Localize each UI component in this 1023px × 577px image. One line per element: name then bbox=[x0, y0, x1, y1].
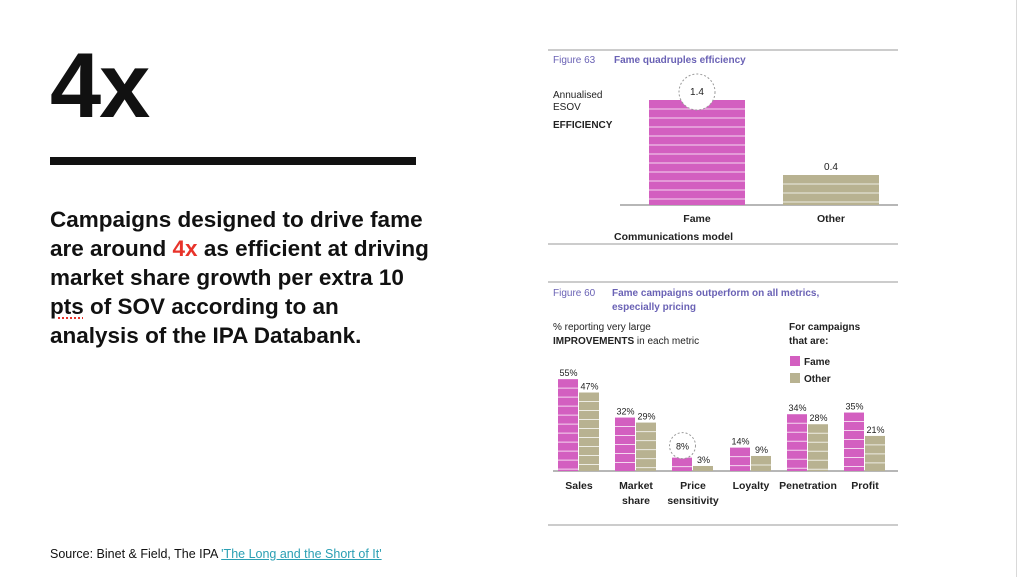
figure-60-bar-other-sales bbox=[579, 392, 599, 471]
figure-60-ylabel-bold: IMPROVEMENTS bbox=[553, 336, 634, 347]
figure-60-legend-title: For campaigns bbox=[789, 322, 861, 333]
figure-60-category-label: Loyalty bbox=[733, 480, 770, 492]
figure-60-bar-fame-sales bbox=[558, 379, 578, 471]
figure-63-title: Fame quadruples efficiency bbox=[614, 55, 746, 66]
figure-60-value-label: 14% bbox=[731, 437, 749, 447]
figure-63-value-label: 1.4 bbox=[690, 87, 704, 98]
figure-63-ylabel: Annualised bbox=[553, 90, 602, 101]
figure-60-bar-fame-price-sensitivity bbox=[672, 457, 692, 471]
figure-60-title: Fame campaigns outperform on all metrics… bbox=[612, 288, 819, 299]
figure-60-legend-title: that are: bbox=[789, 336, 828, 347]
figure-63-category-label: Fame bbox=[683, 213, 711, 225]
figure-63-highlight-circle bbox=[678, 73, 716, 111]
figure-60-legend-label-fame: Fame bbox=[804, 357, 831, 368]
figure-60-value-label: 29% bbox=[637, 412, 655, 422]
figure-60-bar-other-price-sensitivity bbox=[693, 465, 713, 471]
figure-63-bar-other bbox=[783, 175, 879, 205]
figure-60-bar-other-loyalty bbox=[751, 455, 771, 471]
figure-60-ylabel-2: IMPROVEMENTS in each metric bbox=[553, 336, 699, 347]
figure-60-highlight-circle bbox=[669, 432, 696, 460]
figure-60-category-label: Market bbox=[619, 480, 653, 492]
figure-60-value-label: 8% bbox=[676, 442, 689, 452]
headline-text-1: Campaigns designed to drive fame are aro… bbox=[50, 207, 423, 261]
figure-60-number: Figure 60 bbox=[553, 288, 596, 299]
source-link[interactable]: 'The Long and the Short of It' bbox=[221, 547, 382, 561]
headline-accent: 4x bbox=[172, 236, 198, 261]
figure-60-category-label: sensitivity bbox=[667, 495, 719, 507]
figure-60-legend-swatch-fame bbox=[790, 356, 800, 366]
figure-60-value-label: 3% bbox=[697, 455, 710, 465]
figure-60-category-label: Sales bbox=[565, 480, 593, 492]
figure-60-value-label: 32% bbox=[616, 407, 634, 417]
figure-60-category-label: share bbox=[622, 495, 650, 507]
figure-60-legend-swatch-other bbox=[790, 373, 800, 383]
figure-60-value-label: 21% bbox=[866, 425, 884, 435]
figure-60-ylabel: % reporting very large bbox=[553, 322, 651, 333]
figure-60-value-label: 9% bbox=[755, 445, 768, 455]
figure-60-bar-other-market-share bbox=[636, 422, 656, 471]
figure-60-chart: Figure 60 Fame campaigns outperform on al… bbox=[548, 281, 898, 526]
figure-60-ylabel-rest: in each metric bbox=[634, 336, 699, 347]
figure-60-value-label: 28% bbox=[809, 413, 827, 423]
figure-60-bar-fame-profit bbox=[844, 412, 864, 471]
source-prefix: Source: Binet & Field, The IPA bbox=[50, 547, 218, 561]
slide-edge bbox=[1016, 0, 1017, 577]
figure-63-chart: Figure 63 Fame quadruples efficiency Annua… bbox=[548, 49, 898, 245]
headline-text-3: of SOV according to an analysis of the I… bbox=[50, 294, 362, 348]
headline-text-2: as efficient at driving market share gro… bbox=[50, 236, 429, 290]
figure-60-value-label: 34% bbox=[788, 403, 806, 413]
headline: Campaigns designed to drive fame are aro… bbox=[50, 205, 430, 350]
figure-60-value-label: 55% bbox=[559, 368, 577, 378]
figure-63-bar-fame bbox=[649, 100, 745, 205]
big-stat: 4x bbox=[50, 35, 150, 137]
figure-63-ylabel: ESOV bbox=[553, 102, 581, 113]
headline-spellcheck-word: pts bbox=[50, 294, 84, 319]
figure-63-value-label: 0.4 bbox=[824, 162, 838, 173]
figure-63-category-label: Other bbox=[817, 213, 845, 225]
figure-60-value-label: 47% bbox=[580, 382, 598, 392]
stat-divider bbox=[50, 157, 416, 165]
figure-63-xlabel: Communications model bbox=[614, 231, 733, 243]
figure-60-category-label: Profit bbox=[851, 480, 879, 492]
figure-60-bar-other-penetration bbox=[808, 424, 828, 471]
figure-60-bar-fame-loyalty bbox=[730, 447, 750, 471]
source-note: Source: Binet & Field, The IPA 'The Long… bbox=[50, 547, 382, 561]
figure-63-number: Figure 63 bbox=[553, 55, 596, 66]
figure-60-value-label: 35% bbox=[845, 402, 863, 412]
figure-60-title: especially pricing bbox=[612, 302, 696, 313]
figure-60-category-label: Penetration bbox=[779, 480, 837, 492]
figure-60-category-label: Price bbox=[680, 480, 706, 492]
figure-60-legend-label-other: Other bbox=[804, 374, 831, 385]
figure-63-ylabel-bold: EFFICIENCY bbox=[553, 120, 613, 131]
figure-60-bar-fame-penetration bbox=[787, 414, 807, 471]
